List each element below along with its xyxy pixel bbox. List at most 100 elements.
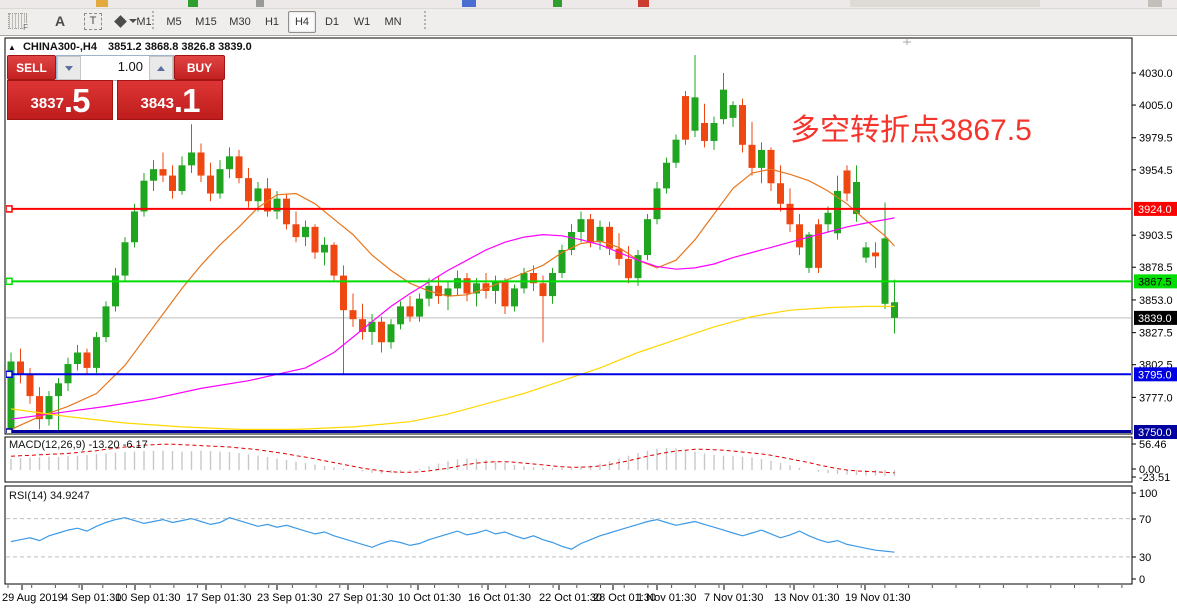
indicators-grid-icon[interactable]: F [8, 11, 28, 32]
sell-price-fraction: .5 [63, 82, 91, 119]
ma-mid-magenta [10, 217, 895, 420]
buy-price-main: 3843 [140, 95, 174, 112]
volume-decrease-button[interactable] [57, 56, 81, 80]
svg-text:0: 0 [1139, 574, 1145, 586]
svg-text:3827.5: 3827.5 [1139, 328, 1173, 340]
volume-increase-button[interactable] [149, 56, 173, 80]
rsi-pane [4, 485, 1133, 585]
clipped-icon [96, 0, 108, 7]
svg-text:3903.5: 3903.5 [1139, 230, 1173, 242]
svg-text:17 Sep 01:30: 17 Sep 01:30 [186, 592, 251, 604]
svg-text:4005.0: 4005.0 [1139, 100, 1173, 112]
macd-signal-line [10, 443, 895, 474]
timeframe-button-m5[interactable]: M5 [166, 16, 182, 28]
clipped-icon [462, 0, 476, 7]
svg-text:3954.5: 3954.5 [1139, 165, 1173, 177]
toolbar-drag-handle[interactable] [424, 11, 428, 29]
chevron-up-icon [157, 65, 165, 71]
sell-price-panel[interactable]: 3837.5 [7, 80, 113, 120]
svg-text:-23.51: -23.51 [1139, 472, 1170, 484]
svg-text:100: 100 [1139, 488, 1157, 500]
svg-text:3795.0: 3795.0 [1138, 369, 1172, 381]
svg-text:4 Sep 01:30: 4 Sep 01:30 [62, 592, 121, 604]
svg-text:56.46: 56.46 [1139, 439, 1167, 451]
rsi-layer [6, 517, 1132, 558]
svg-text:13 Nov 01:30: 13 Nov 01:30 [774, 592, 839, 604]
svg-text:10 Oct 01:30: 10 Oct 01:30 [398, 592, 461, 604]
chart-shift-marker [903, 39, 911, 45]
rsi-line [10, 517, 895, 553]
chevron-down-icon [129, 19, 137, 23]
text-box-icon[interactable]: T [84, 11, 102, 31]
svg-text:28 Oct 01:30: 28 Oct 01:30 [593, 592, 656, 604]
macd-label: MACD(12,26,9) -13.20 -6.17 [9, 439, 148, 451]
svg-text:27 Sep 01:30: 27 Sep 01:30 [328, 592, 393, 604]
ma-slow-yellow [10, 305, 895, 430]
svg-text:30: 30 [1139, 552, 1151, 564]
buy-price-fraction: .1 [173, 82, 201, 119]
clipped-icon [256, 0, 264, 7]
collapse-triangle-icon[interactable]: ▲ [8, 43, 16, 52]
svg-text:3853.0: 3853.0 [1139, 295, 1173, 307]
clipped-icon [188, 0, 198, 7]
toolbar-drag-handle[interactable] [152, 11, 156, 29]
svg-text:16 Oct 01:30: 16 Oct 01:30 [468, 592, 531, 604]
buy-button[interactable]: BUY [174, 55, 225, 80]
ohlc-readout: 3851.2 3868.8 3826.8 3839.0 [108, 41, 252, 53]
ma-fast-orange [10, 168, 895, 430]
svg-text:3777.0: 3777.0 [1139, 392, 1173, 404]
svg-text:1 Nov 01:30: 1 Nov 01:30 [637, 592, 696, 604]
symbol-header: ▲ CHINA300-,H4 3851.2 3868.8 3826.8 3839… [8, 41, 252, 53]
macd-layer [10, 443, 896, 477]
svg-text:22 Oct 01:30: 22 Oct 01:30 [539, 592, 602, 604]
svg-text:3878.5: 3878.5 [1139, 262, 1173, 274]
timeframe-button-m30[interactable]: M30 [229, 16, 251, 28]
chart-annotation-text: 多空转折点3867.5 [790, 114, 1032, 147]
svg-text:4030.0: 4030.0 [1139, 68, 1173, 80]
clipped-icon [638, 0, 649, 7]
macd-pane [4, 436, 1133, 483]
timeframe-button-d1[interactable]: D1 [324, 16, 340, 28]
svg-text:3867.5: 3867.5 [1138, 276, 1172, 288]
svg-text:3924.0: 3924.0 [1138, 204, 1172, 216]
toolbar: F A T M1 M5 M15 M30 H1 H4 D1 W1 MN [0, 9, 1177, 36]
rsi-label: RSI(14) 34.9247 [9, 490, 90, 502]
clipped-icon [1148, 0, 1162, 7]
clipped-toolbar-strip [0, 0, 1177, 9]
sell-button[interactable]: SELL [7, 55, 56, 80]
svg-text:10 Sep 01:30: 10 Sep 01:30 [115, 592, 180, 604]
svg-text:3750.0: 3750.0 [1138, 427, 1172, 439]
volume-stepper: 1.00 [56, 55, 174, 81]
sell-price-main: 3837 [30, 95, 64, 112]
svg-text:29 Aug 2019: 29 Aug 2019 [2, 592, 64, 604]
timeframe-button-mn[interactable]: MN [384, 16, 402, 28]
timeframe-button-w1[interactable]: W1 [353, 16, 371, 28]
timeframe-button-m1[interactable]: M1 [136, 16, 152, 28]
svg-text:3839.0: 3839.0 [1138, 313, 1172, 325]
svg-text:70: 70 [1139, 514, 1151, 526]
symbol-name: CHINA300-,H4 [22, 41, 97, 53]
clipped-icon [553, 0, 562, 7]
svg-text:7 Nov 01:30: 7 Nov 01:30 [704, 592, 763, 604]
svg-text:23 Sep 01:30: 23 Sep 01:30 [257, 592, 322, 604]
chevron-down-icon [65, 65, 73, 71]
text-label-icon[interactable]: A [54, 13, 66, 29]
main-chart-layer [6, 39, 1131, 433]
price-axis[interactable]: 4030.0 4005.0 3979.5 3954.5 3903.5 3878.5 3853… [1132, 68, 1177, 586]
svg-text:3979.5: 3979.5 [1139, 133, 1173, 145]
svg-text:19 Nov 01:30: 19 Nov 01:30 [845, 592, 910, 604]
timeframe-button-m15[interactable]: M15 [195, 16, 217, 28]
svg-text:0.00: 0.00 [1139, 464, 1160, 476]
volume-input[interactable]: 1.00 [117, 59, 143, 74]
objects-arrow-icon[interactable] [114, 11, 137, 31]
timeframe-button-h4[interactable]: H4 [288, 11, 316, 33]
candlestick-series [7, 55, 898, 433]
timeframe-button-h1[interactable]: H1 [264, 16, 280, 28]
clipped-buttons [850, 0, 1040, 7]
buy-price-panel[interactable]: 3843.1 [117, 80, 223, 120]
one-click-trading-widget: SELL 1.00 BUY 3837.5 3843.1 [7, 55, 225, 121]
